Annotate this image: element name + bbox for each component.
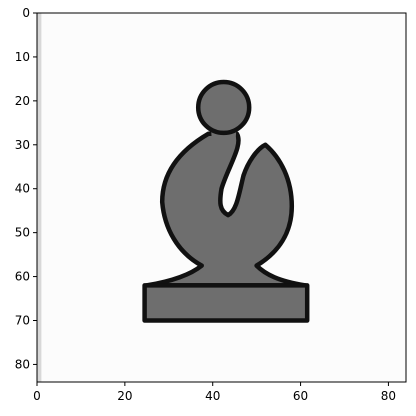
x-tick-label: 40 [205, 389, 220, 403]
y-tick-label: 0 [22, 6, 30, 20]
axes-frame [36, 12, 407, 383]
image-area [37, 13, 406, 382]
y-tick-label: 10 [15, 50, 30, 64]
y-tick-label: 80 [15, 357, 30, 371]
y-tick-label: 30 [15, 138, 30, 152]
x-tick-label: 20 [117, 389, 132, 403]
y-tick-label: 60 [15, 270, 30, 284]
x-tick-label: 60 [293, 389, 308, 403]
y-tick-label: 50 [15, 226, 30, 240]
x-tick-label: 80 [381, 389, 396, 403]
y-tick-label: 70 [15, 314, 30, 328]
y-tick-label: 40 [15, 182, 30, 196]
bishop-body [144, 131, 308, 288]
bishop-head [195, 79, 252, 136]
y-axis-ticks: 0 10 20 30 40 50 60 70 80 [15, 6, 37, 371]
x-axis-ticks: 0 20 40 60 80 [33, 382, 396, 403]
bishop-base [142, 283, 310, 323]
image-left-edge-shade [37, 13, 42, 382]
x-tick-label: 0 [33, 389, 41, 403]
y-tick-label: 20 [15, 94, 30, 108]
bishop-piece-icon [142, 79, 310, 323]
